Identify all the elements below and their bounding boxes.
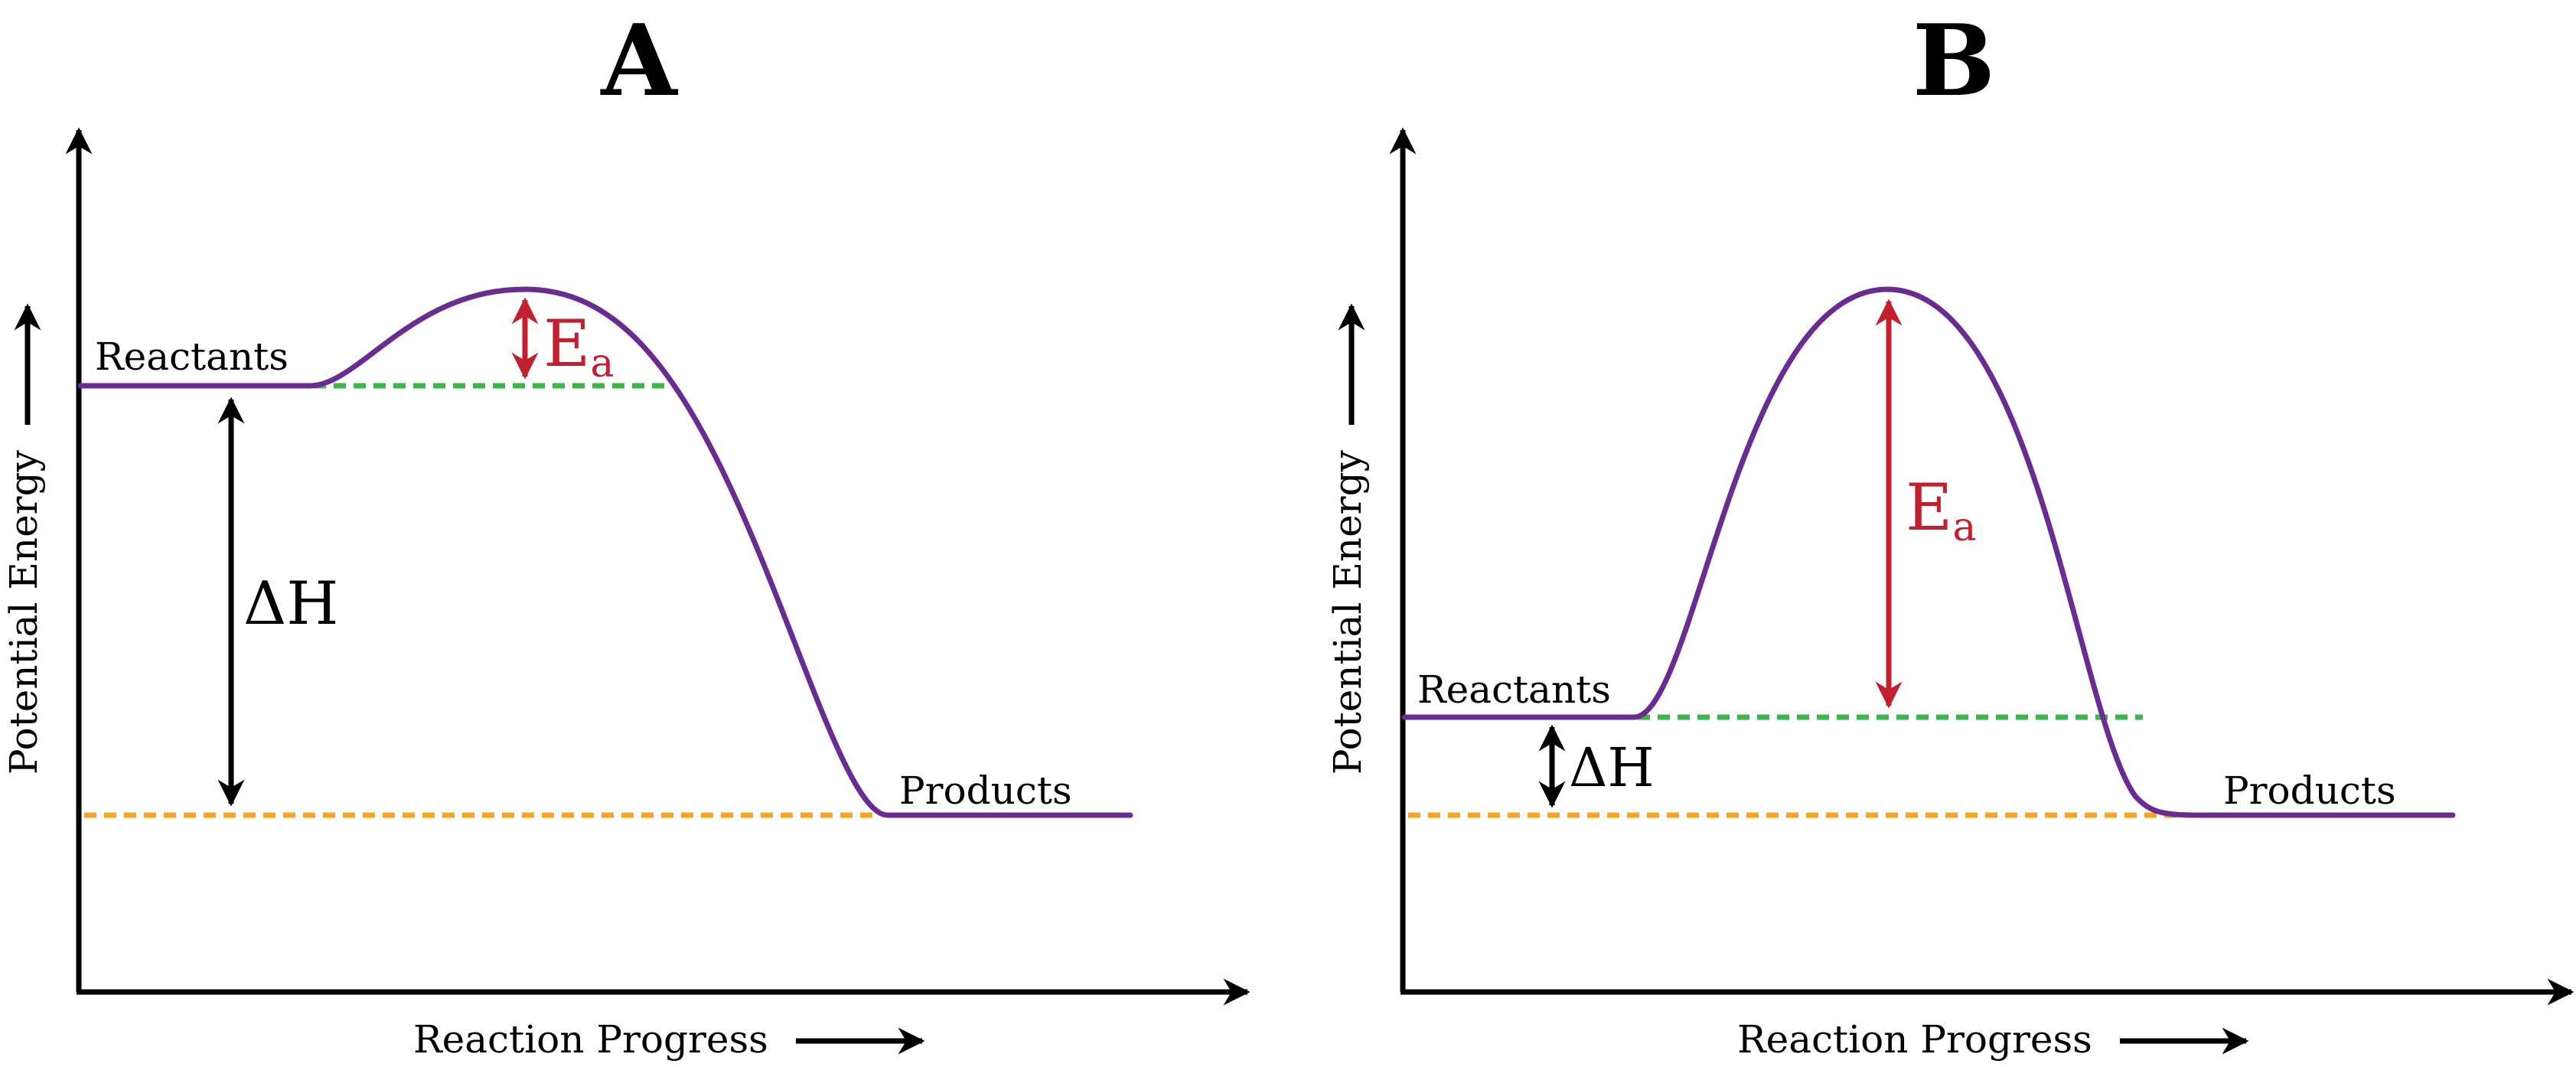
panel-b: B Potential Energy Reaction Progress ΔH … xyxy=(1325,4,2574,1062)
panel-b-products-label: Products xyxy=(2223,768,2396,813)
panel-a-x-axis-label: Reaction Progress xyxy=(413,1017,768,1062)
panel-b-activation-energy-label: Ea xyxy=(1906,470,1976,550)
panel-a-products-label: Products xyxy=(899,768,1072,813)
panel-a-ea-subscript: a xyxy=(590,341,614,387)
panel-a-ea-main: E xyxy=(543,306,590,381)
panel-b-title: B xyxy=(1912,4,1995,119)
panel-a-reactants-label: Reactants xyxy=(95,334,289,379)
panel-a-y-axis-label: Potential Energy xyxy=(2,449,46,775)
panel-a-delta-h-label: ΔH xyxy=(243,569,338,638)
panel-a: A Potential Energy Reaction Progress ΔH … xyxy=(2,4,1251,1062)
panel-a-energy-curve xyxy=(77,286,1133,818)
panel-b-y-axis-label: Potential Energy xyxy=(1325,449,1370,775)
panel-a-activation-energy-label: Ea xyxy=(543,306,614,387)
panel-a-x-axis-label-group: Reaction Progress xyxy=(413,1017,925,1062)
panel-b-energy-curve xyxy=(1401,286,2456,818)
panel-a-title: A xyxy=(600,4,678,119)
panel-b-x-axis-label-group: Reaction Progress xyxy=(1737,1017,2249,1062)
panel-b-ea-main: E xyxy=(1906,470,1952,545)
panel-b-ea-subscript: a xyxy=(1952,504,1976,550)
panel-b-x-axis-label: Reaction Progress xyxy=(1737,1017,2092,1062)
panel-b-reactants-label: Reactants xyxy=(1417,667,1611,712)
panel-b-delta-h-label: ΔH xyxy=(1569,736,1655,799)
panel-b-y-axis-label-group: Potential Energy xyxy=(1325,303,1370,775)
panel-a-y-axis-label-group: Potential Energy xyxy=(2,303,46,775)
